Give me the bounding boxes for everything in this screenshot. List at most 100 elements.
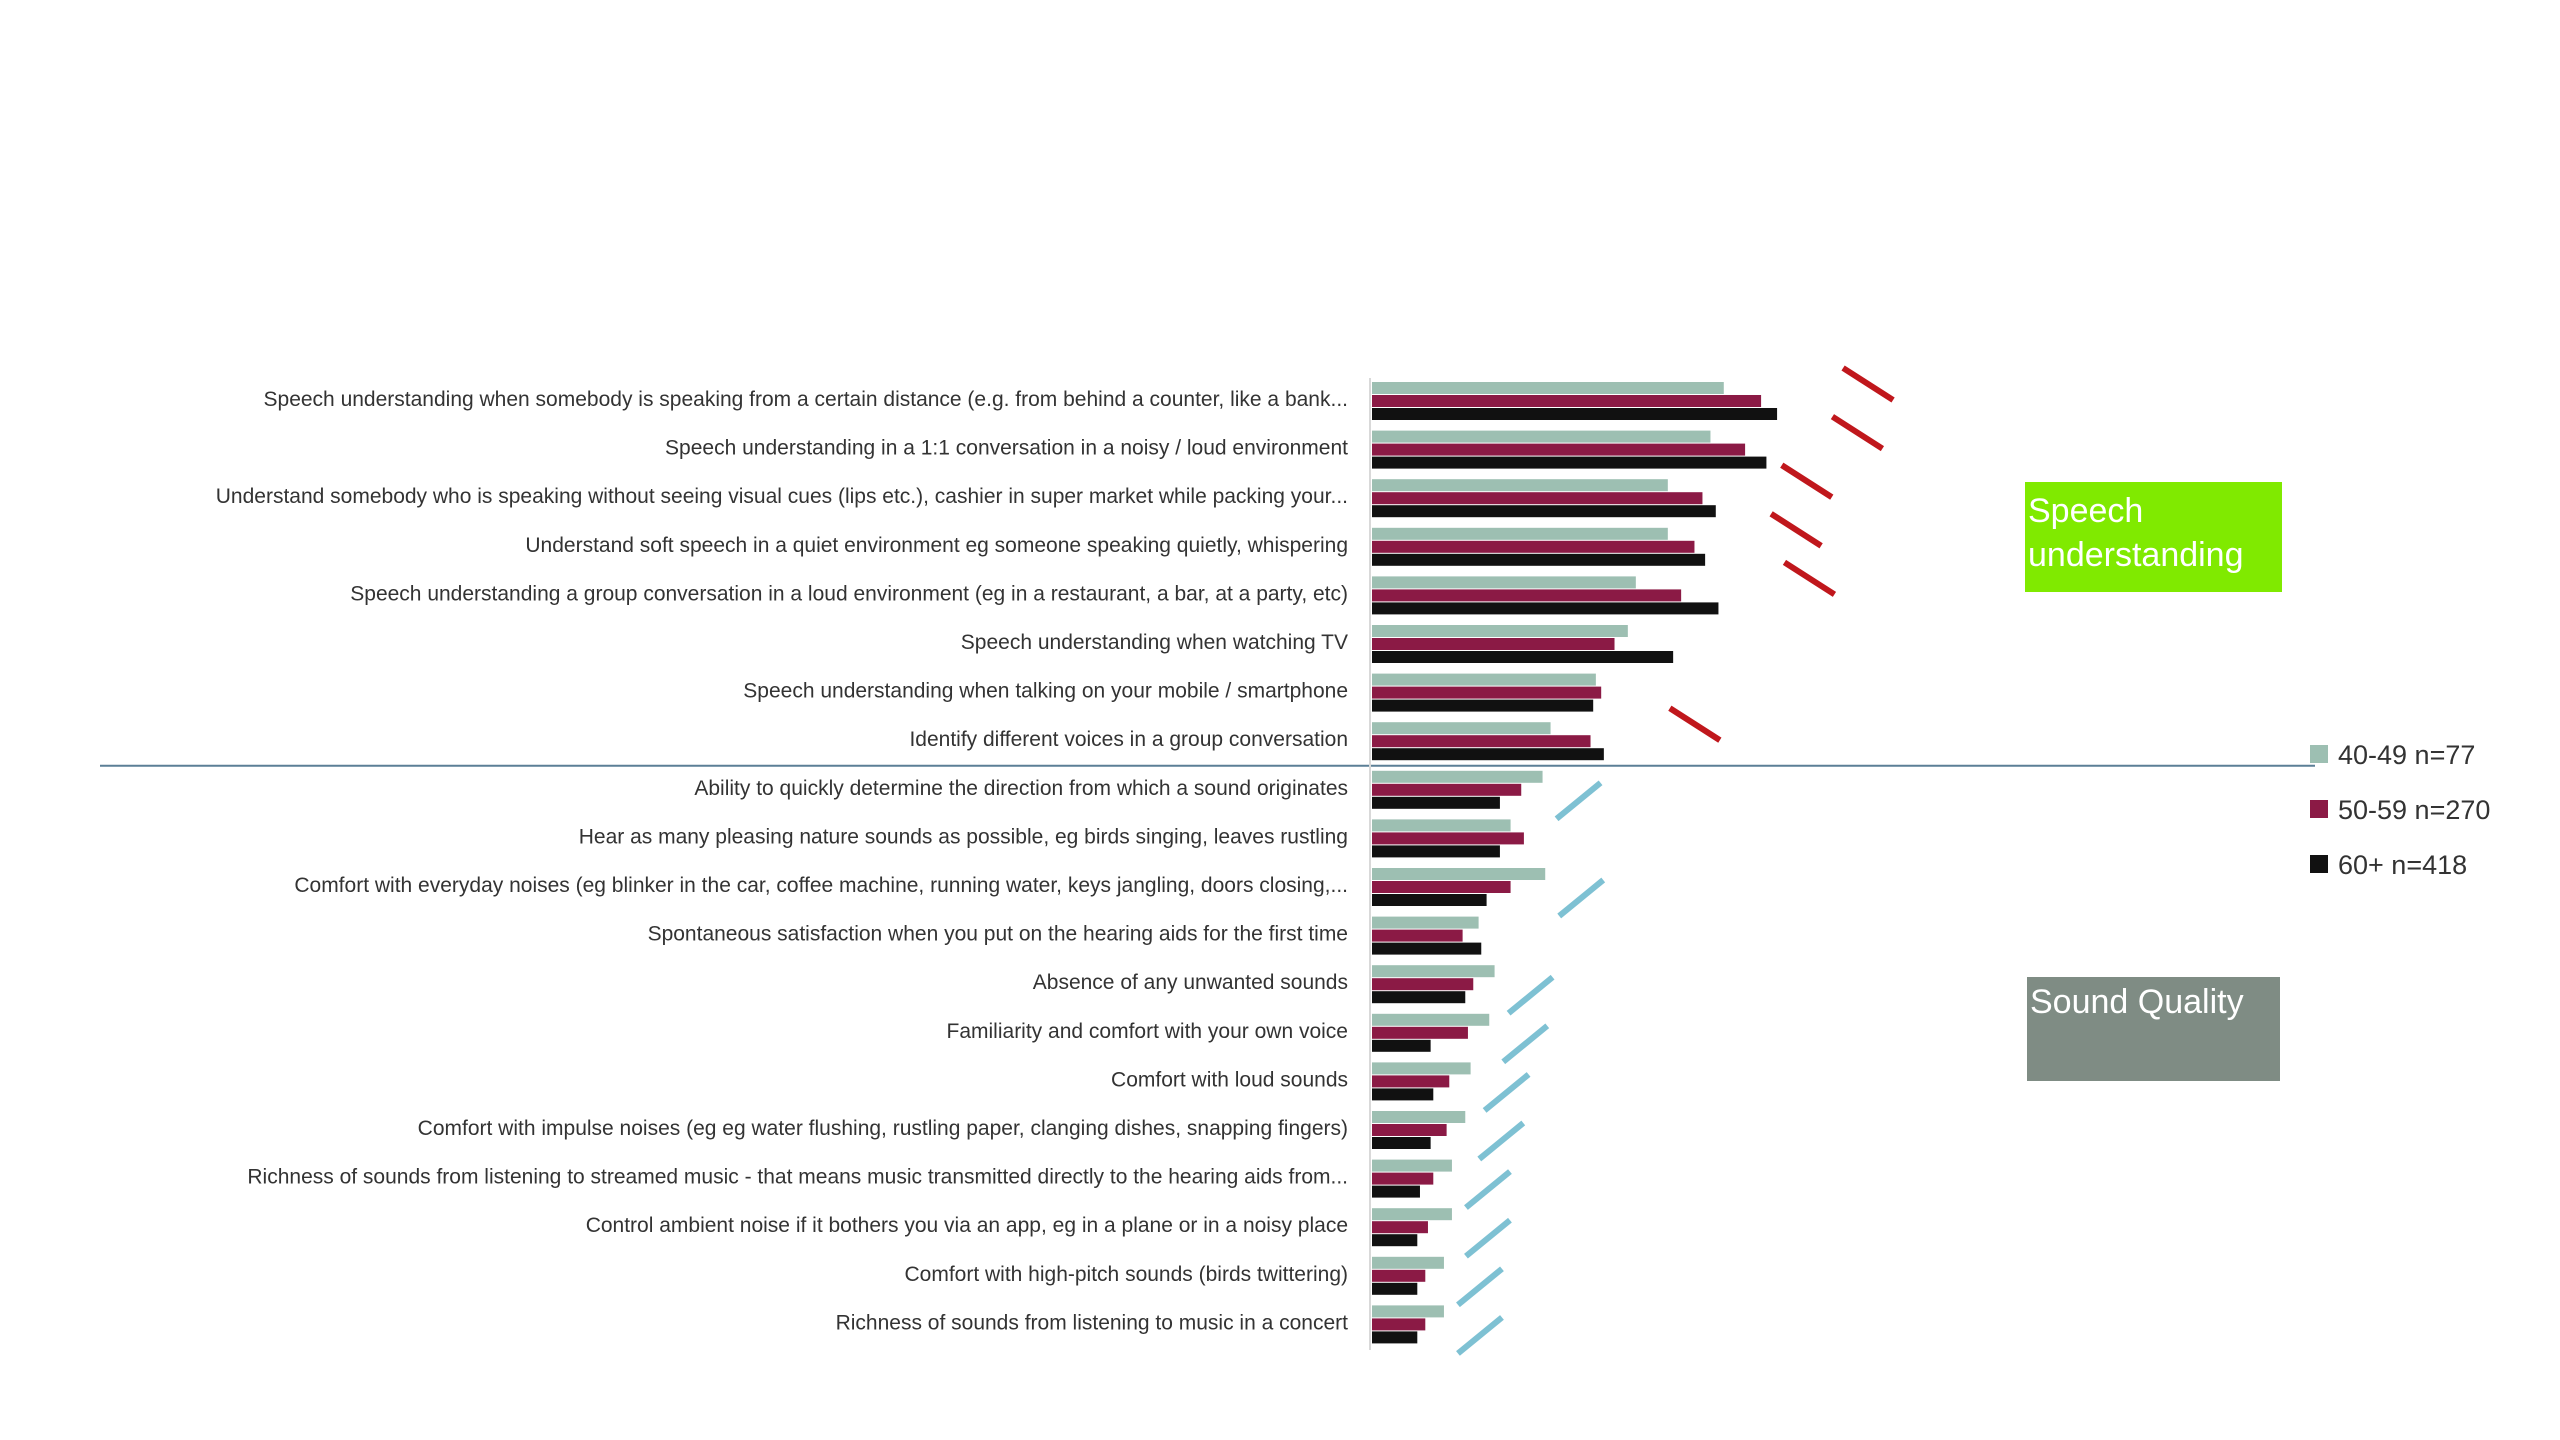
category-label: Richness of sounds from listening to str… [247,1166,1348,1189]
bar [1372,722,1551,735]
category-label: Speech understanding when somebody is sp… [264,388,1348,411]
bar [1372,625,1628,637]
bar [1372,783,1522,796]
bar [1372,796,1500,809]
bar [1372,1062,1471,1075]
bar [1372,492,1703,505]
bar [1372,673,1596,686]
bar [1372,1256,1444,1269]
bar [1372,1331,1418,1344]
category-label: Identify different voices in a group con… [909,728,1348,751]
category-label: Absence of any unwanted sounds [1033,971,1348,994]
bar [1372,505,1716,518]
bar [1372,638,1615,650]
bar [1372,699,1594,712]
bar [1372,978,1474,991]
bar [1372,748,1604,761]
bar [1372,1111,1466,1123]
bar [1372,382,1724,394]
category-label: Understand soft speech in a quiet enviro… [525,534,1348,557]
trend-mark [1506,974,1555,1016]
trend-marks [1456,365,1895,1356]
bar [1372,1159,1452,1172]
bar [1372,845,1500,858]
bar [1372,1013,1490,1026]
trend-mark [1557,877,1606,919]
bar [1372,1269,1426,1282]
bar [1372,686,1602,699]
bar [1372,456,1767,469]
bar [1372,576,1636,589]
bar [1372,735,1591,748]
bar [1372,819,1511,832]
bar [1372,443,1746,456]
trend-mark [1464,1169,1512,1210]
bar [1372,881,1511,893]
category-label: Control ambient noise if it bothers you … [586,1214,1348,1237]
bar [1372,1088,1434,1101]
bars [1372,382,1778,1344]
category-label: Hear as many pleasing nature sounds as p… [579,825,1348,848]
bar [1372,1234,1418,1247]
trend-mark [1841,365,1895,403]
category-label: Understand somebody who is speaking with… [216,485,1348,508]
trend-mark [1456,1315,1504,1356]
trend-mark [1830,414,1885,452]
category-label: Comfort with loud sounds [1111,1068,1348,1091]
group-boxes: Speech understanding Sound Quality [2025,482,2282,1081]
legend-label: 50-59 n=270 [2338,795,2490,825]
trend-mark [1769,511,1823,549]
bar [1372,553,1706,566]
bar [1372,916,1479,929]
bar [1372,929,1463,942]
bar [1372,832,1524,845]
bar [1372,1185,1420,1198]
bar [1372,479,1668,492]
bar [1372,965,1495,978]
trend-mark [1554,780,1603,822]
category-label: Comfort with everyday noises (eg blinker… [294,874,1348,897]
legend-swatch [2310,855,2328,873]
bar [1372,1221,1428,1234]
bar [1372,1137,1431,1149]
legend-label: 40-49 n=77 [2338,740,2475,770]
legend-label: 60+ n=418 [2338,850,2467,880]
category-label: Comfort with impulse noises (eg eg water… [418,1117,1348,1140]
category-label: Ability to quickly determine the directi… [694,777,1348,800]
category-label: Comfort with high-pitch sounds (birds tw… [904,1263,1348,1286]
bar [1372,408,1778,420]
category-label: Richness of sounds from listening to mus… [836,1311,1349,1334]
bar [1372,540,1695,553]
legend: 40-49 n=77 50-59 n=270 60+ n=418 [2310,740,2490,880]
category-labels: Speech understanding when somebody is sp… [216,388,1348,1334]
trend-mark [1477,1120,1526,1162]
trend-mark [1782,559,1837,597]
category-label: Speech understanding when watching TV [961,631,1348,654]
bar [1372,1318,1426,1331]
legend-swatch [2310,745,2328,763]
legend-swatch [2310,800,2328,818]
bar [1372,527,1668,540]
bar [1372,430,1711,443]
bar [1372,1075,1450,1088]
category-label: Familiarity and comfort with your own vo… [947,1020,1348,1043]
bar [1372,395,1762,407]
bar [1372,1208,1452,1221]
bar [1372,589,1682,602]
trend-mark [1668,705,1722,743]
bar [1372,602,1719,615]
category-label: Speech understanding a group conversatio… [350,582,1348,605]
trend-mark [1501,1023,1550,1065]
sound-quality-box-label: Sound Quality [2030,983,2244,1021]
bar [1372,651,1674,663]
bar [1372,942,1482,955]
bar [1372,1026,1468,1039]
bar [1372,1124,1447,1136]
trend-mark [1482,1072,1531,1113]
speech-understanding-box-label: Speech understanding [2028,492,2244,574]
sound-quality-box [2027,977,2280,1081]
bar [1372,991,1466,1004]
bar [1372,894,1487,906]
category-label: Speech understanding when talking on you… [743,680,1348,703]
bar [1372,1282,1418,1295]
